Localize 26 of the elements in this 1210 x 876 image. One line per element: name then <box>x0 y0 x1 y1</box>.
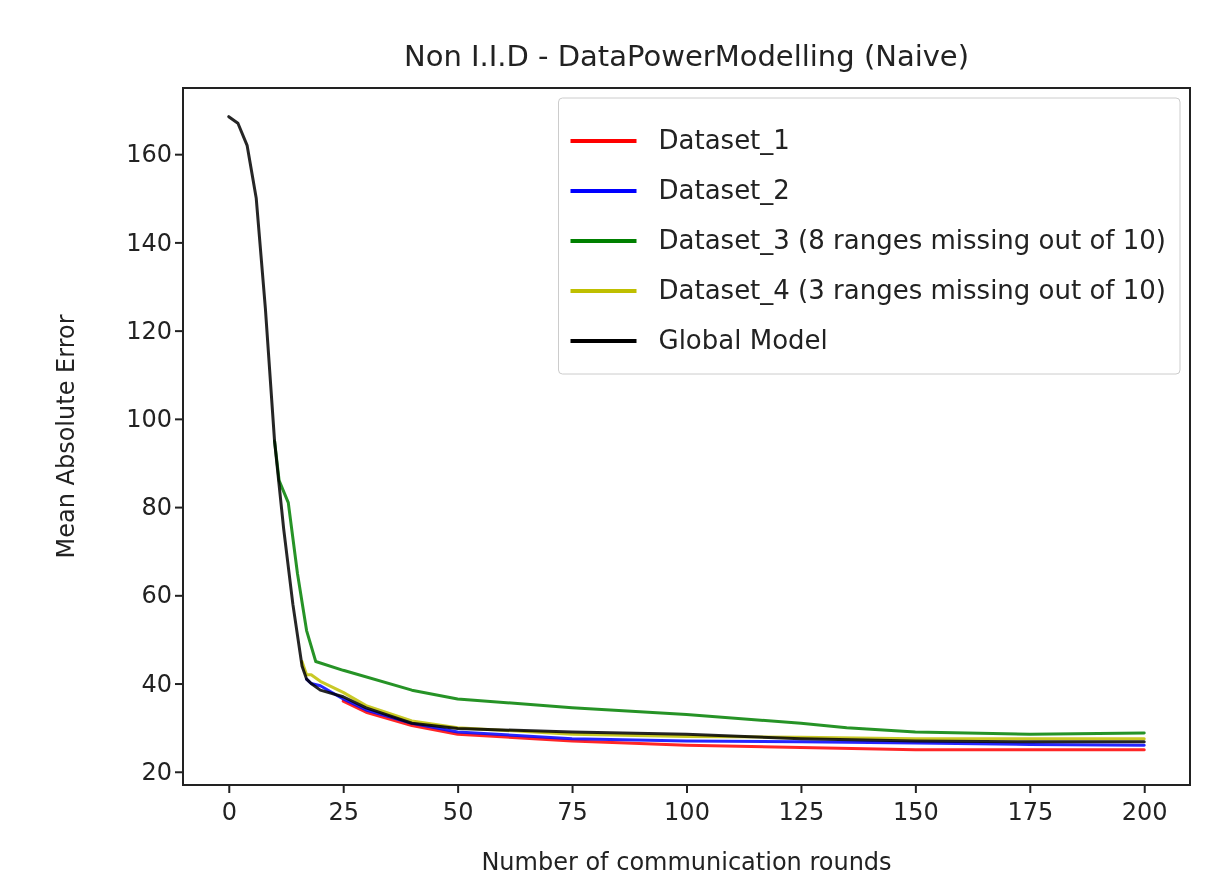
x-tick-label: 0 <box>221 798 237 826</box>
y-tick-label: 80 <box>141 493 172 522</box>
x-axis-title: Number of communication rounds <box>481 848 892 876</box>
legend-label: Global Model <box>658 324 828 355</box>
legend-label: Dataset_3 (8 ranges missing out of 10) <box>658 224 1166 255</box>
x-tick-label: 100 <box>664 798 710 826</box>
y-tick-label: 100 <box>126 405 172 434</box>
legend-label: Dataset_2 <box>658 174 790 205</box>
x-tick-label: 200 <box>1121 798 1168 826</box>
x-tick-label: 150 <box>892 798 939 826</box>
y-tick-label: 140 <box>126 228 172 257</box>
y-axis-title: Mean Absolute Error <box>52 314 80 559</box>
y-tick-label: 160 <box>126 140 172 169</box>
line-series <box>341 699 1146 752</box>
y-tick-label: 20 <box>141 757 172 786</box>
legend-label: Dataset_1 <box>658 124 790 155</box>
x-tick-label: 175 <box>1007 798 1054 826</box>
y-tick-label: 60 <box>141 581 172 610</box>
legend-label: Dataset_4 (3 ranges missing out of 10) <box>658 274 1166 305</box>
x-tick-label: 25 <box>328 798 359 826</box>
x-tick-label: 125 <box>778 798 825 826</box>
x-tick-label: 75 <box>557 798 588 826</box>
y-tick-label: 40 <box>141 669 172 698</box>
x-tick-label: 50 <box>442 798 474 826</box>
y-tick-label: 120 <box>126 316 172 345</box>
chart-title: Non I.I.D - DataPowerModelling (Naive) <box>403 39 970 73</box>
